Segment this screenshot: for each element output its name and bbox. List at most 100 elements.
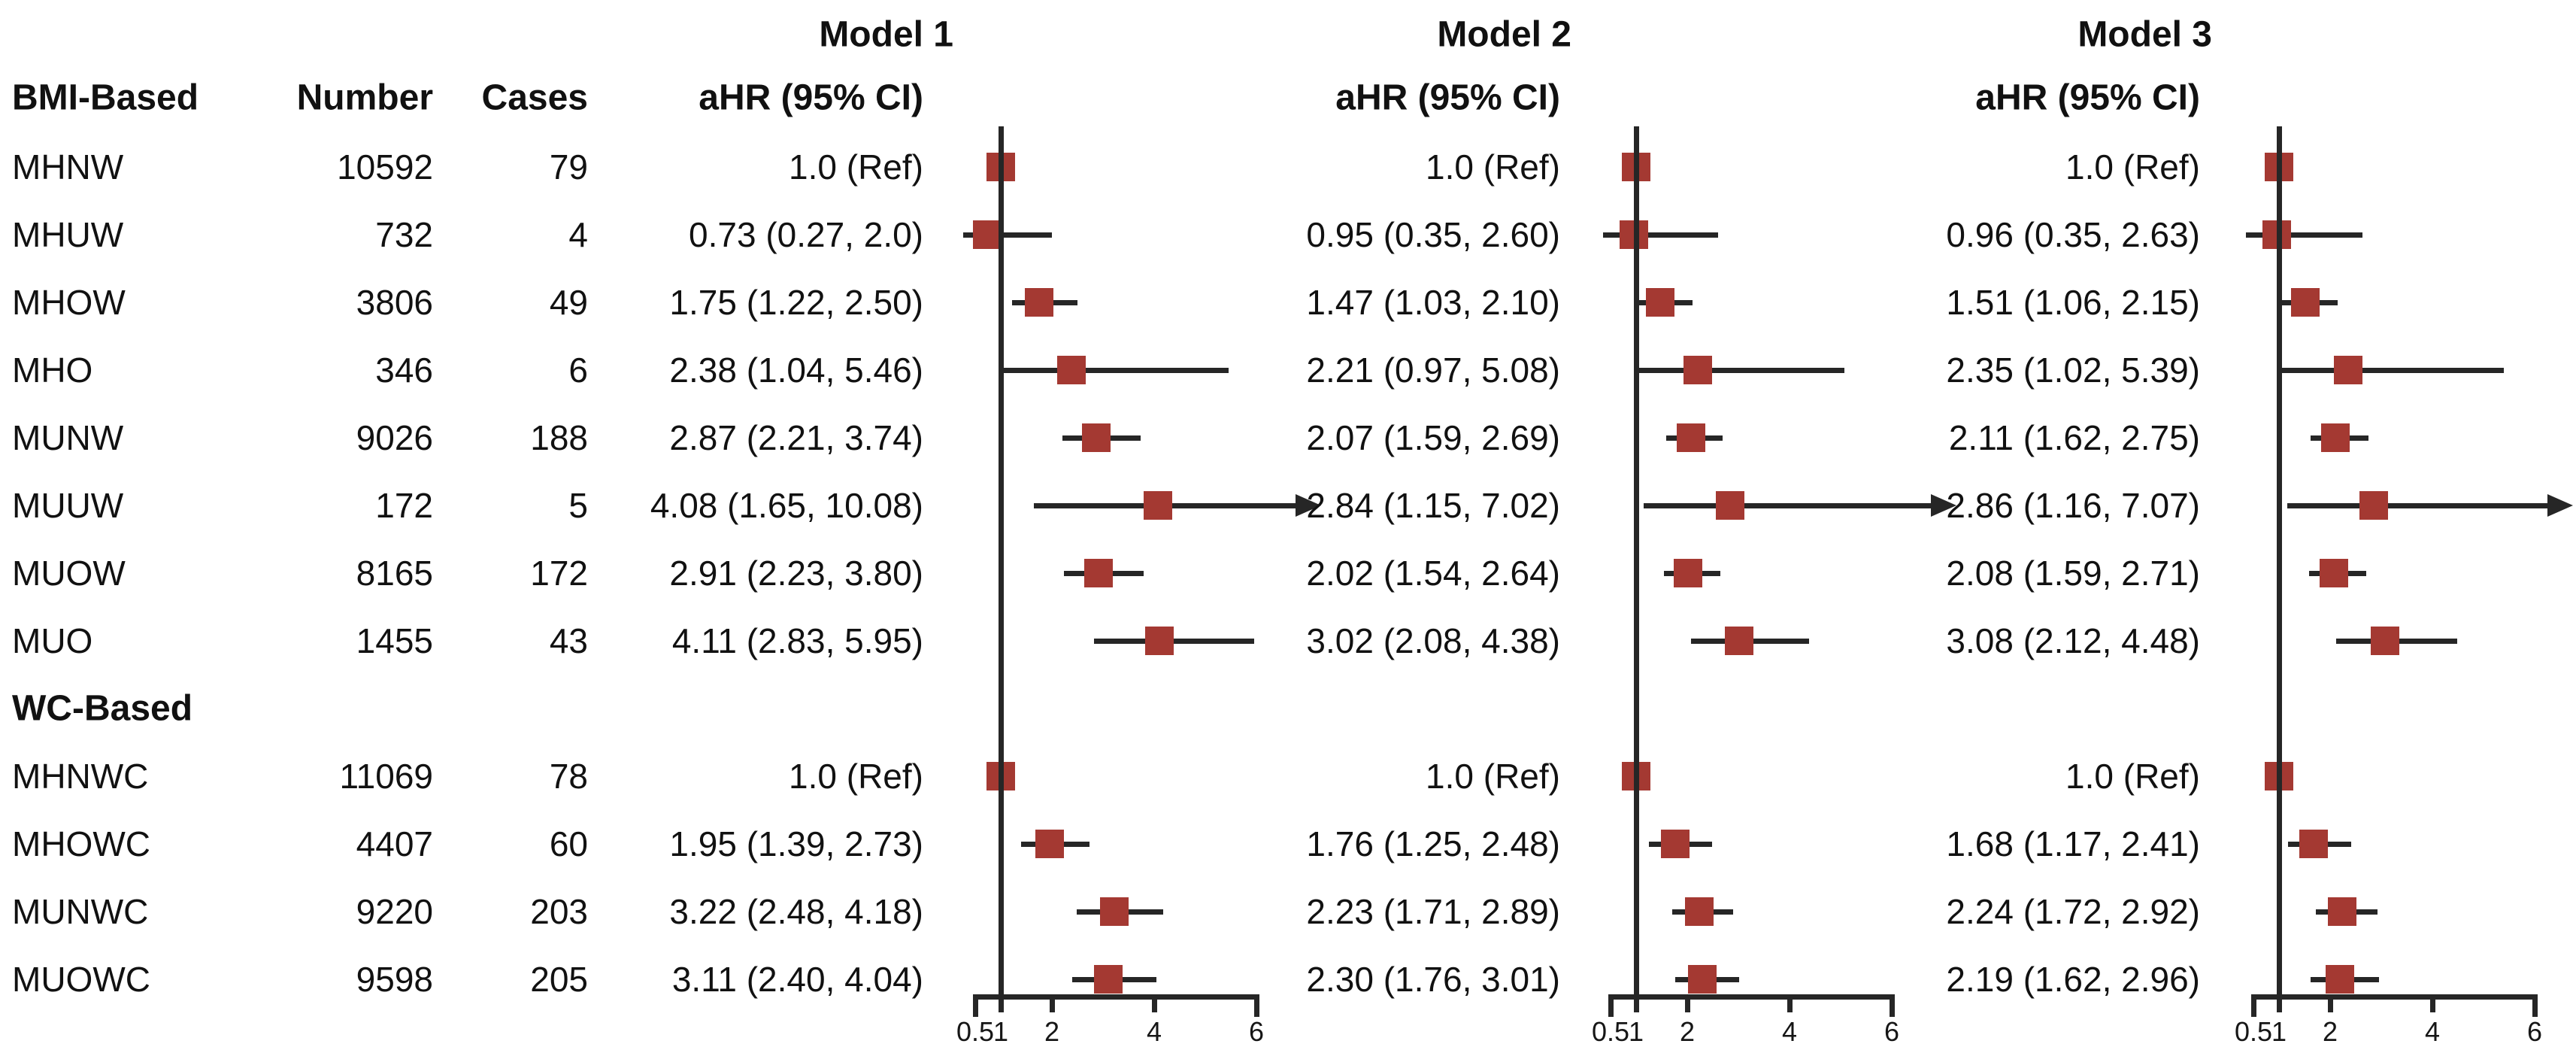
column-header-bmi-based: BMI-Based (12, 77, 199, 118)
ci-line (1602, 232, 1718, 238)
x-axis-line (973, 994, 1259, 1000)
hr-marker-square (1083, 559, 1113, 587)
ci-line (2245, 232, 2362, 238)
column-header-cases: Cases (481, 77, 588, 118)
row-cases: 4 (568, 215, 588, 254)
hr-marker-square (2320, 559, 2349, 587)
row-cases: 43 (549, 621, 588, 660)
row-ahr-value: 0.73 (0.27, 2.0) (689, 215, 923, 254)
row-cases: 205 (530, 960, 588, 999)
row-number: 346 (375, 350, 433, 390)
reference-line (1633, 126, 1639, 1012)
row-ahr-value: 1.0 (Ref) (2065, 147, 2200, 187)
row-ahr-value: 0.96 (0.35, 2.63) (1946, 215, 2200, 254)
model-3-ahr-header: aHR (95% CI) (1975, 77, 2200, 118)
row-ahr-value: 3.22 (2.48, 4.18) (669, 892, 923, 931)
hr-marker-square (2328, 897, 2357, 926)
row-ahr-value: 1.0 (Ref) (789, 757, 923, 796)
hr-marker-square (1099, 897, 1129, 926)
reference-line (998, 126, 1004, 1012)
row-ahr-value: 2.23 (1.71, 2.89) (1306, 892, 1560, 931)
x-axis-tick-label: 0.5 (2234, 1016, 2273, 1047)
hr-marker-square (2371, 627, 2400, 655)
row-ahr-value: 2.38 (1.04, 5.46) (669, 350, 923, 390)
row-number: 9220 (356, 892, 433, 931)
hr-marker-square (1688, 965, 1717, 994)
x-axis-tick-label: 6 (2526, 1016, 2543, 1047)
hr-marker-square (1082, 423, 1111, 452)
row-ahr-value: 2.07 (1.59, 2.69) (1306, 418, 1560, 457)
row-ahr-value: 1.51 (1.06, 2.15) (1946, 283, 2200, 322)
row-ahr-value: 1.0 (Ref) (1426, 757, 1560, 796)
row-label: MUOW (12, 554, 126, 593)
x-axis-endcap (972, 994, 978, 1017)
hr-marker-square (1145, 627, 1174, 655)
row-number: 1455 (356, 621, 433, 660)
row-ahr-value: 1.0 (Ref) (1426, 147, 1560, 187)
hr-marker-square (972, 220, 1002, 249)
ci-arrow-right-icon (1931, 494, 1956, 517)
hr-marker-square (1660, 830, 1690, 858)
hr-marker-square (1676, 423, 1705, 452)
x-axis-endcap (2250, 994, 2256, 1017)
x-axis-tick-label: 1 (2271, 1016, 2287, 1047)
row-number: 10592 (337, 147, 433, 187)
row-cases: 188 (530, 418, 588, 457)
row-cases: 78 (549, 757, 588, 796)
row-ahr-value: 1.47 (1.03, 2.10) (1306, 283, 1560, 322)
row-label: MUNW (12, 418, 124, 457)
ci-line (1634, 368, 1845, 373)
hr-marker-square (1684, 897, 1714, 926)
row-number: 8165 (356, 554, 433, 593)
row-number: 11069 (339, 757, 433, 796)
hr-marker-square (1725, 627, 1754, 655)
row-label: MHOWC (12, 824, 150, 863)
x-axis-tick-label: 0.5 (1591, 1016, 1630, 1047)
row-label: MUUW (12, 486, 124, 525)
row-cases: 79 (549, 147, 588, 187)
model-1-header: Model 1 (819, 14, 953, 55)
hr-marker-square (1683, 356, 1713, 384)
x-axis-tick-label: 2 (1679, 1016, 1696, 1047)
row-ahr-value: 1.75 (1.22, 2.50) (669, 283, 923, 322)
row-ahr-value: 2.19 (1.62, 2.96) (1946, 960, 2200, 999)
column-header-number: Number (296, 77, 433, 118)
row-ahr-value: 3.08 (2.12, 4.48) (1946, 621, 2200, 660)
row-ahr-value: 1.76 (1.25, 2.48) (1306, 824, 1560, 863)
x-axis-tick (2327, 994, 2333, 1012)
row-ahr-value: 2.21 (0.97, 5.08) (1306, 350, 1560, 390)
reference-line (2276, 126, 2282, 1012)
row-ahr-value: 4.08 (1.65, 10.08) (650, 486, 923, 525)
row-label: MUO (12, 621, 93, 660)
x-axis-line (1608, 994, 1894, 1000)
hr-marker-square (1056, 356, 1086, 384)
row-ahr-value: 2.87 (2.21, 3.74) (669, 418, 923, 457)
x-axis-line (2251, 994, 2537, 1000)
x-axis-endcap (1889, 994, 1895, 1017)
row-ahr-value: 1.68 (1.17, 2.41) (1946, 824, 2200, 863)
row-number: 9026 (356, 418, 433, 457)
x-axis-tick-label: 6 (1248, 1016, 1265, 1047)
row-ahr-value: 2.02 (1.54, 2.64) (1306, 554, 1560, 593)
x-axis-tick (1787, 994, 1793, 1012)
x-axis-tick-label: 4 (1146, 1016, 1162, 1047)
ci-line (1002, 368, 1229, 373)
hr-marker-square (2290, 288, 2320, 317)
x-axis-tick (998, 994, 1004, 1012)
ci-line (963, 232, 1052, 238)
x-axis-tick-label: 4 (2424, 1016, 2441, 1047)
x-axis-tick-label: 2 (2322, 1016, 2338, 1047)
hr-marker-square (1094, 965, 1123, 994)
row-label: MHNW (12, 147, 124, 187)
model-1-ahr-header: aHR (95% CI) (699, 77, 923, 118)
row-number: 3806 (356, 283, 433, 322)
row-cases: 60 (549, 824, 588, 863)
x-axis-tick (2429, 994, 2435, 1012)
row-cases: 172 (530, 554, 588, 593)
row-label: MHUW (12, 215, 124, 254)
row-ahr-value: 2.84 (1.15, 7.02) (1306, 486, 1560, 525)
ci-line (1094, 639, 1254, 644)
ci-line (2280, 368, 2504, 373)
row-ahr-value: 1.0 (Ref) (2065, 757, 2200, 796)
